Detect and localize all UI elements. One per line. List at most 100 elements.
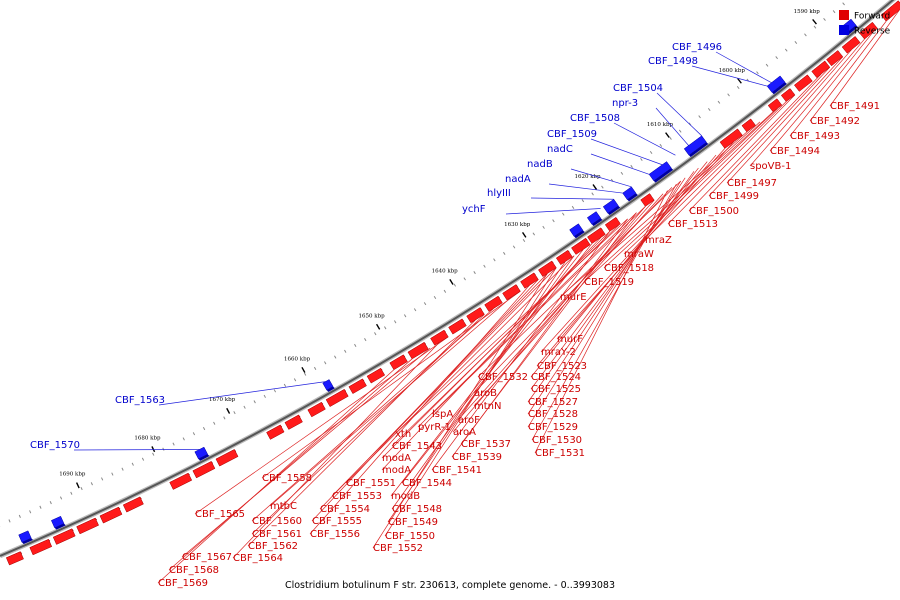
tick-label: 1690 kbp <box>59 471 86 477</box>
reverse-gene-shade <box>326 386 335 392</box>
tick-dot <box>192 432 196 436</box>
reverse-gene-label: CBF_1496 <box>672 42 722 53</box>
reverse-gene-label: npr-3 <box>612 98 638 109</box>
reverse-gene-shade <box>607 205 621 216</box>
gene-labels: CBF_1496 CBF_1498 CBF_1504 npr-3 CBF_1508 CBF… <box>30 42 880 589</box>
forward-gene-label: xth <box>395 429 411 440</box>
forward-gene-label: CBF_1553 <box>332 491 382 502</box>
forward-gene-label: CBF_1567 <box>182 552 232 563</box>
major-tick <box>375 323 381 330</box>
tick-dot <box>552 219 555 223</box>
forward-gene-label: CBF_1543 <box>392 441 442 452</box>
forward-gene <box>571 237 591 255</box>
forward-gene-label: modA <box>382 453 411 464</box>
forward-gene <box>389 354 408 371</box>
tick-dot <box>775 56 778 60</box>
forward-leader <box>667 94 796 225</box>
forward-gene-label: mraY-2 <box>541 347 576 358</box>
forward-gene <box>520 272 539 289</box>
tick-dot <box>344 349 347 353</box>
forward-gene-label: CBF_1513 <box>668 219 718 230</box>
reverse-gene-label: ychF <box>462 204 486 215</box>
major-tick <box>665 132 670 138</box>
forward-gene-label: CBF_1562 <box>248 541 298 552</box>
forward-gene-label: CBF_1560 <box>252 516 302 527</box>
forward-leader <box>726 56 844 184</box>
reverse-gene <box>569 223 584 237</box>
tick-dot <box>59 496 63 500</box>
tick-dot <box>842 2 845 6</box>
forward-gene <box>811 60 831 78</box>
forward-gene-label: mraZ <box>645 235 672 246</box>
major-tick <box>226 407 231 414</box>
major-tick <box>151 446 156 453</box>
reverse-leader <box>570 168 632 188</box>
tick-label: 1650 kbp <box>359 313 386 319</box>
tick-dot <box>561 212 565 216</box>
reverse-gene-label: nadA <box>505 174 531 185</box>
tick-dot <box>303 372 307 376</box>
forward-gene-label: mtnN <box>474 401 501 412</box>
reverse-gene <box>18 530 32 543</box>
legend: Forward Reverse <box>839 10 891 37</box>
forward-gene <box>29 538 53 556</box>
forward-gene-label: CBF_1527 <box>528 397 578 408</box>
major-tick <box>521 232 527 238</box>
forward-gene <box>348 378 367 394</box>
forward-gene <box>841 36 861 54</box>
forward-leader <box>452 206 646 433</box>
forward-gene <box>767 98 783 113</box>
tick-dot <box>823 17 826 21</box>
tick-dot <box>413 308 417 312</box>
forward-gene <box>407 341 429 360</box>
tick-dot <box>794 41 798 44</box>
forward-leader <box>417 212 637 428</box>
tick-dot <box>463 277 466 281</box>
tick-dot <box>669 136 672 140</box>
forward-gene-label: CBF_1548 <box>392 504 442 515</box>
forward-gene <box>169 472 193 490</box>
reverse-gene <box>51 515 65 529</box>
reverse-gene <box>586 211 602 225</box>
tick-dot <box>620 171 624 175</box>
forward-gene-label: CBF_1524 <box>531 372 581 383</box>
forward-leader <box>457 199 655 421</box>
forward-gene-label: CBF_1529 <box>528 422 578 433</box>
forward-gene <box>448 318 467 335</box>
tick-dot <box>443 289 447 293</box>
forward-leader <box>181 347 431 558</box>
genome-caption: Clostridium botulinum F str. 230613, com… <box>285 580 615 591</box>
tick-dot <box>374 332 377 336</box>
forward-gene <box>5 551 24 566</box>
forward-gene-label: CBF_1549 <box>388 517 438 528</box>
tick-dot <box>698 115 701 119</box>
forward-gene-label: CBF_1494 <box>770 146 820 157</box>
forward-leader <box>530 167 699 390</box>
reverse-gene-label: nadC <box>547 144 573 155</box>
forward-gene-label: CBF_1556 <box>310 529 360 540</box>
reverse-gene-shade <box>591 218 603 227</box>
tick-dot <box>784 48 788 52</box>
forward-gene-label: CBF_1537 <box>461 439 511 450</box>
forward-leader <box>247 319 476 547</box>
forward-leader <box>540 148 726 353</box>
forward-gene-label: CBF_1568 <box>169 565 219 576</box>
forward-gene-label: CBF_1523 <box>537 361 587 372</box>
forward-gene-label: CBF_1491 <box>830 101 880 112</box>
tick-dot <box>172 442 175 446</box>
reverse-gene <box>766 75 786 93</box>
tick-dot <box>131 462 134 466</box>
forward-gene-label: CBF_1530 <box>532 435 582 446</box>
reverse-leader <box>590 153 650 175</box>
reverse-leader <box>530 197 614 200</box>
legend-label-forward: Forward <box>854 12 890 22</box>
forward-leader <box>829 10 900 107</box>
tick-dot <box>384 326 387 330</box>
forward-gene <box>122 496 144 513</box>
forward-gene <box>366 367 386 384</box>
tick-dot <box>493 258 496 262</box>
forward-gene <box>587 227 606 244</box>
forward-leader <box>623 108 778 255</box>
forward-gene-label: CBF_1544 <box>402 478 452 489</box>
tick-dot <box>659 143 663 147</box>
